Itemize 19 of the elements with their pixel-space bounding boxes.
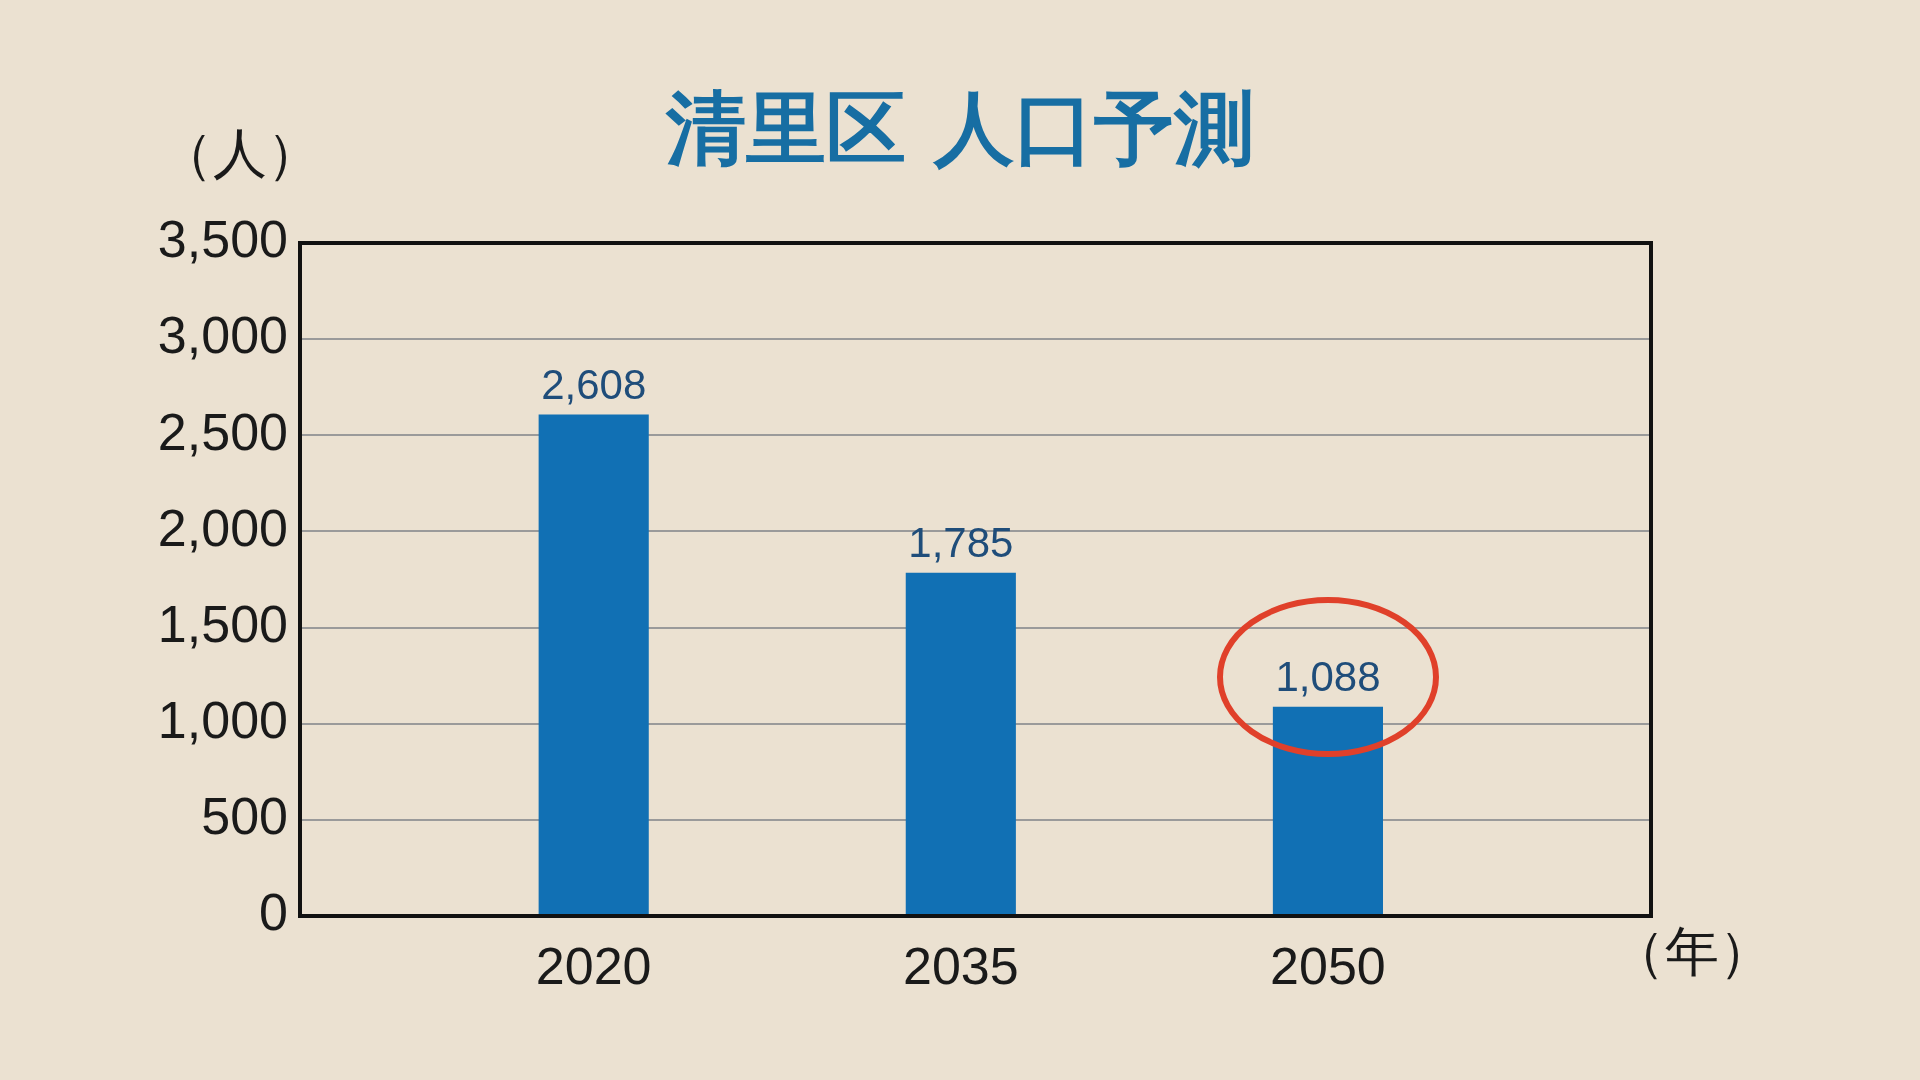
y-tick-label: 2,000 <box>157 498 288 557</box>
bar <box>538 414 649 915</box>
x-tick-label: 2020 <box>535 936 652 995</box>
x-tick-label: 2050 <box>1270 936 1386 995</box>
chart-title: 清里区 人口予測 <box>666 82 1254 175</box>
y-tick-label: 3,500 <box>157 210 288 269</box>
y-tick-label: 0 <box>259 883 288 942</box>
data-label: 1,088 <box>1275 653 1381 701</box>
x-tick-label: 2035 <box>902 936 1019 995</box>
y-tick-label: 1,000 <box>157 691 288 750</box>
y-tick-label: 500 <box>201 787 288 846</box>
y-tick-label: 1,500 <box>157 594 288 653</box>
x-axis-title: （年） <box>1611 920 1773 983</box>
y-tick-label: 3,000 <box>157 306 288 365</box>
y-axis-title: （人） <box>159 122 321 185</box>
data-label: 2,608 <box>541 361 647 409</box>
bar <box>905 572 1016 915</box>
data-label: 1,785 <box>908 519 1014 567</box>
y-tick-label: 2,500 <box>157 402 288 461</box>
